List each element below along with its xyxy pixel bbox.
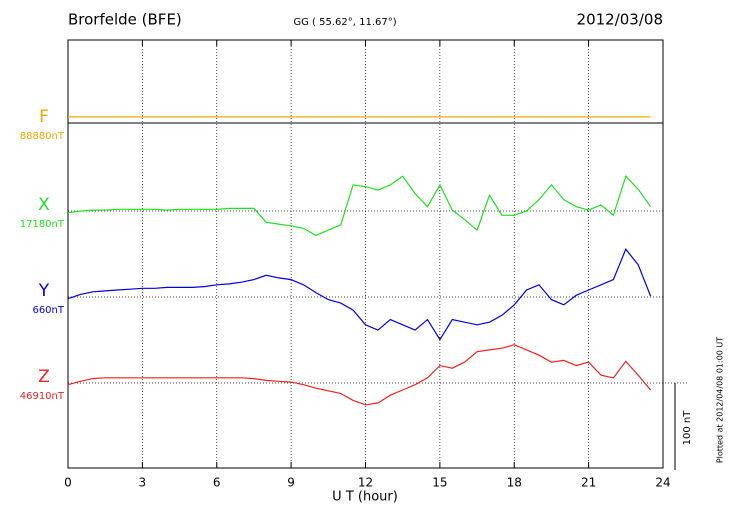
x-tick-label: 15 [432,476,447,490]
baseline-label: 46910nT [20,391,65,402]
x-tick-label: 18 [507,476,522,490]
series-line [67,175,652,237]
x-tick-label: 21 [581,476,596,490]
x-tick-label: 24 [655,476,670,490]
series-name: Z [38,367,50,387]
series-line [67,344,652,406]
x-tick-label: 12 [358,476,373,490]
baseline-label: 88880nT [20,131,65,142]
baseline-label: 17180nT [20,219,65,230]
baseline-label: 660nT [32,305,64,316]
x-tick-label: 3 [139,476,147,490]
scale-bar-label: 100 nT [682,410,693,446]
x-axis-label: U T (hour) [332,490,398,505]
footnote: Plotted at 2012/04/08 01:00 UT [716,337,725,463]
x-tick-label: 6 [213,476,221,490]
subtitle: GG ( 55.62°, 11.67°) [293,17,396,28]
x-tick-label: 9 [287,476,295,490]
date: 2012/03/08 [577,11,663,29]
chart-title: Brorfelde (BFE) [68,11,182,29]
series-name: X [38,195,50,215]
series-name: F [39,107,49,127]
series-name: Y [38,281,50,301]
x-tick-label: 0 [64,476,72,490]
series-line [67,248,652,341]
